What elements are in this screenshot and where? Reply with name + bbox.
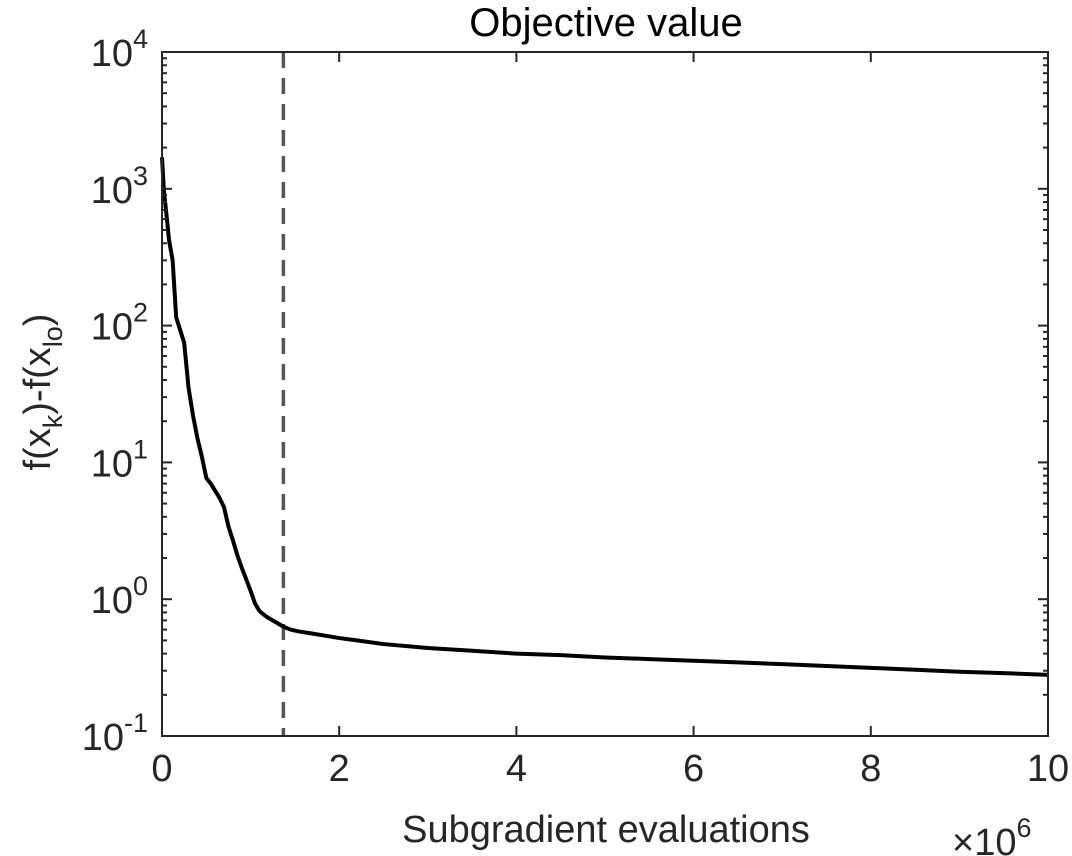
- x-multiplier-exponent: 6: [1016, 813, 1031, 843]
- y-label-subscript-k: k: [38, 414, 68, 428]
- chart-title: Objective value: [469, 1, 742, 45]
- axes-box: [161, 51, 1049, 737]
- y-axis: 10-1 100 101 102 103 104: [82, 24, 1048, 759]
- y-tick-label: 101: [91, 434, 148, 485]
- x-multiplier-base: ×10: [952, 822, 1016, 856]
- y-tick-label: 104: [91, 24, 148, 75]
- x-tick-label: 6: [683, 748, 704, 790]
- y-tick-label: 100: [91, 571, 148, 622]
- y-tick-label: 10-1: [82, 708, 148, 759]
- y-tick-label: 102: [91, 298, 148, 349]
- y-label-subscript-lo: lo: [38, 326, 68, 347]
- y-label-part-1: f(x: [17, 428, 59, 470]
- y-tick-label: 103: [91, 161, 148, 212]
- x-tick-label: 10: [1027, 748, 1069, 790]
- x-tick-label: 2: [329, 748, 350, 790]
- x-tick-label: 0: [151, 748, 172, 790]
- x-tick-label: 4: [506, 748, 527, 790]
- x-tick-label: 8: [860, 748, 881, 790]
- y-axis-label: f(xk)-f(xlo): [17, 314, 68, 471]
- x-axis: 0 2 4 6 8 10: [151, 52, 1069, 790]
- y-label-part-2: )-f(x: [17, 347, 59, 415]
- x-axis-multiplier: ×106: [952, 813, 1032, 856]
- y-label-part-3: ): [17, 314, 59, 327]
- series-line: [160, 157, 1049, 677]
- x-axis-label: Subgradient evaluations: [402, 809, 810, 851]
